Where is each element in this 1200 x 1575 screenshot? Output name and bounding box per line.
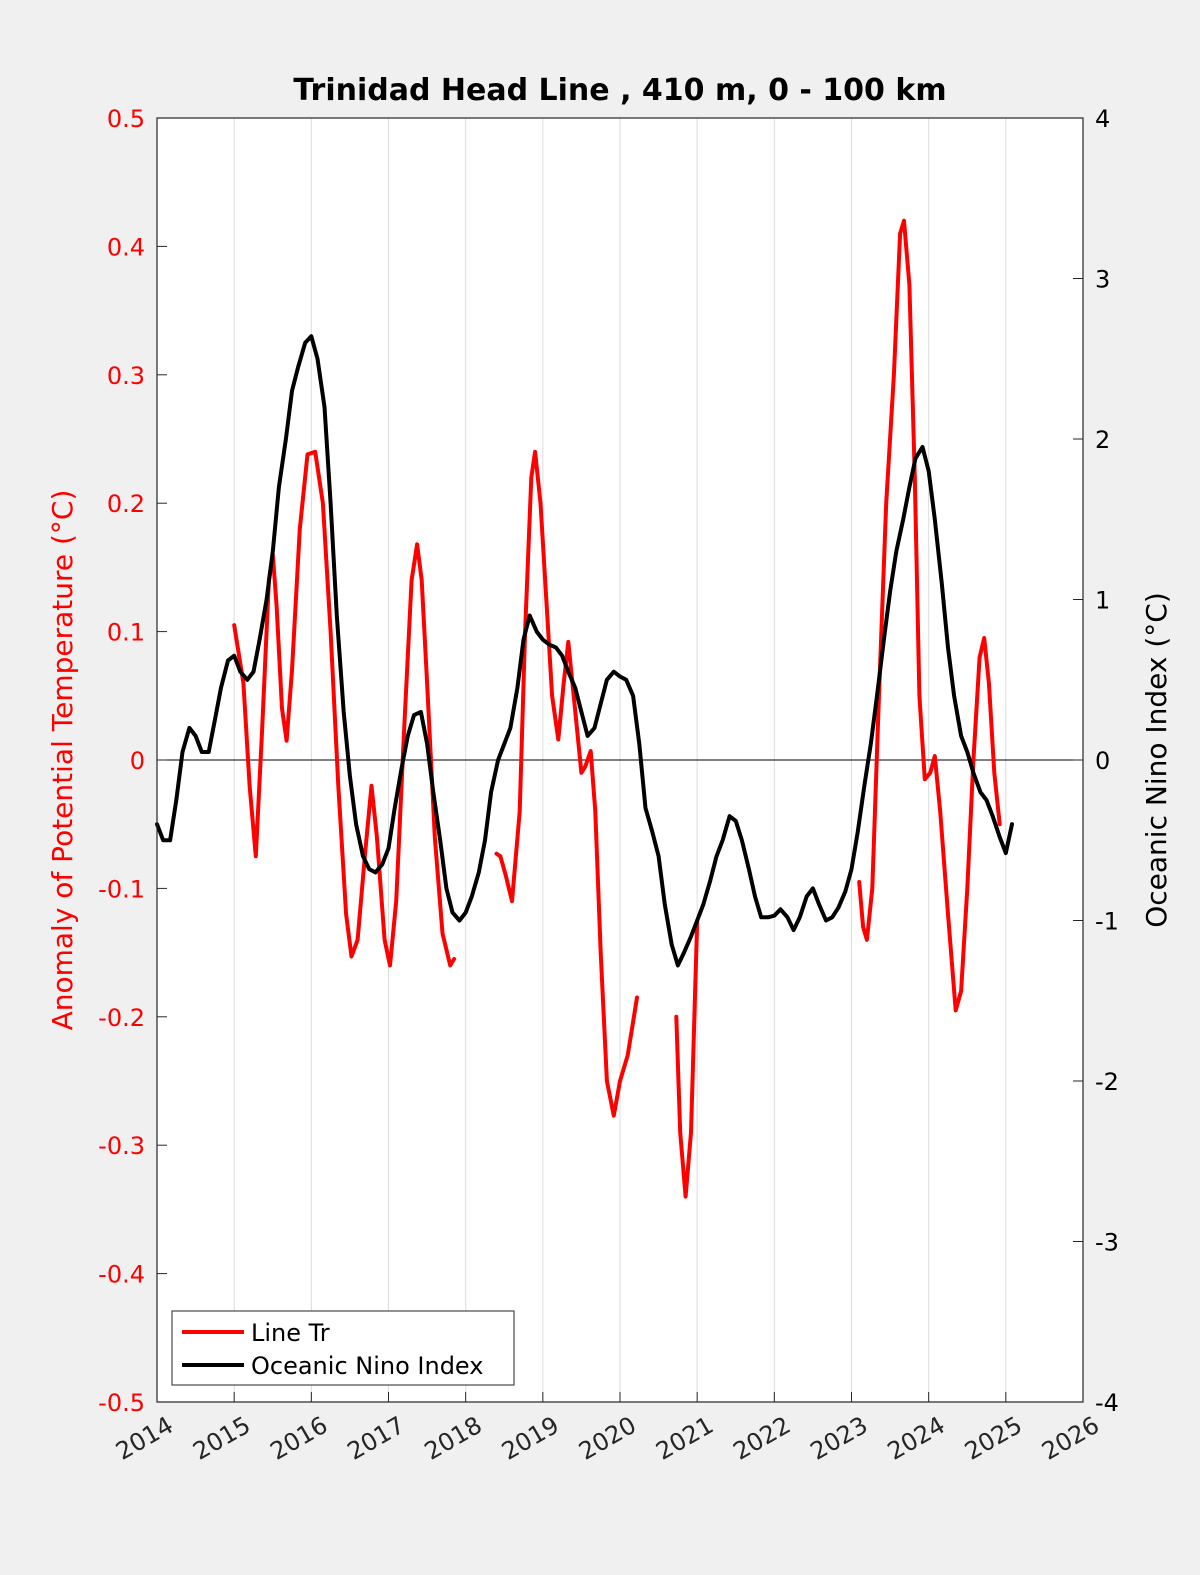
y-right-tick-label: 3 (1095, 266, 1110, 294)
y-right-tick-label: -2 (1095, 1068, 1119, 1096)
y-right-tick-label: 1 (1095, 587, 1110, 615)
y-left-tick-label: 0 (130, 747, 145, 775)
legend-box (171, 1310, 515, 1386)
legend-label-line-tr: Line Tr (251, 1319, 330, 1347)
y-left-tick-label: -0.5 (98, 1389, 145, 1417)
left-axis: 0.5 0.4 0.3 0.2 0.1 0 -0.1 -0.2 -0.3 -0.4 -0.5 (98, 105, 167, 1417)
y-right-tick-label: -4 (1095, 1389, 1119, 1417)
y-left-tick-label: 0.3 (107, 362, 145, 390)
y-axis-label-right: Oceanic Nino Index (°C) (1140, 592, 1173, 928)
y-left-tick-label: 0.5 (107, 105, 145, 133)
y-axis-label-left: Anomaly of Potential Temperature (°C) (46, 490, 79, 1031)
y-right-tick-label: 4 (1095, 105, 1110, 133)
y-right-tick-label: -1 (1095, 908, 1119, 936)
y-left-tick-label: -0.4 (98, 1261, 145, 1289)
y-right-tick-label: -3 (1095, 1229, 1119, 1257)
y-right-tick-label: 0 (1095, 747, 1110, 775)
y-right-tick-label: 2 (1095, 426, 1110, 454)
right-axis: 4 3 2 1 0 -1 -2 -3 -4 (1073, 105, 1119, 1417)
series-line-oni (155, 334, 1014, 968)
y-left-tick-label: 0.4 (107, 233, 145, 261)
y-left-tick-label: -0.2 (98, 1004, 145, 1032)
y-left-tick-label: 0.2 (107, 490, 145, 518)
legend: Line Tr Oceanic Nino Index (171, 1310, 515, 1386)
series-layer (155, 218, 1014, 1199)
y-left-tick-label: -0.1 (98, 875, 145, 903)
y-left-tick-label: -0.3 (98, 1132, 145, 1160)
chart-title: Trinidad Head Line , 410 m, 0 - 100 km (293, 73, 946, 108)
legend-label-oni: Oceanic Nino Index (251, 1352, 483, 1380)
y-left-tick-label: 0.1 (107, 619, 145, 647)
series-line-line-tr (674, 918, 700, 1199)
